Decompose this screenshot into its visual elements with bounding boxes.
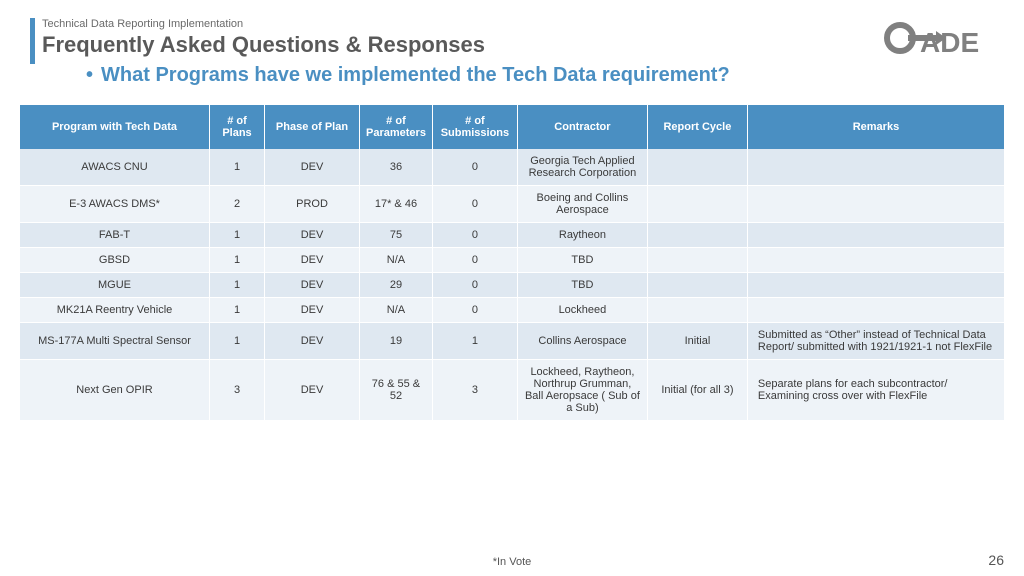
subtitle-text: What Programs have we implemented the Te… — [101, 64, 730, 86]
table-row: MK21A Reentry Vehicle1DEVN/A0Lockheed — [20, 298, 1004, 323]
cade-logo: ADE — [884, 16, 1004, 65]
cell-contractor: Collins Aerospace — [518, 323, 648, 360]
cell-cycle: Initial — [648, 323, 748, 360]
cell-subs: 0 — [433, 223, 518, 248]
col-header-phase: Phase of Plan — [265, 105, 360, 149]
table-header-row: Program with Tech Data # of Plans Phase … — [20, 105, 1004, 149]
cell-program: GBSD — [20, 248, 210, 273]
col-header-parameters: # of Parameters — [360, 105, 433, 149]
cell-plans: 1 — [210, 323, 265, 360]
cell-phase: DEV — [265, 273, 360, 298]
cell-remarks — [748, 149, 1004, 186]
cell-params: N/A — [360, 298, 433, 323]
table-row: GBSD1DEVN/A0TBD — [20, 248, 1004, 273]
table-row: FAB-T1DEV750Raytheon — [20, 223, 1004, 248]
cell-phase: DEV — [265, 149, 360, 186]
page-number: 26 — [988, 552, 1004, 568]
cell-remarks — [748, 273, 1004, 298]
cell-params: 19 — [360, 323, 433, 360]
cell-cycle — [648, 149, 748, 186]
cell-contractor: Raytheon — [518, 223, 648, 248]
cell-remarks — [748, 248, 1004, 273]
cell-plans: 2 — [210, 186, 265, 223]
cell-phase: DEV — [265, 360, 360, 421]
cell-plans: 1 — [210, 273, 265, 298]
svg-text:ADE: ADE — [920, 27, 979, 58]
table-row: Next Gen OPIR3DEV76 & 55 & 523Lockheed, … — [20, 360, 1004, 421]
cell-subs: 0 — [433, 298, 518, 323]
table-row: E-3 AWACS DMS*2PROD17* & 460Boeing and C… — [20, 186, 1004, 223]
cell-cycle — [648, 186, 748, 223]
cell-program: MGUE — [20, 273, 210, 298]
col-header-submissions: # of Submissions — [433, 105, 518, 149]
cell-program: MK21A Reentry Vehicle — [20, 298, 210, 323]
subtitle: • What Programs have we implemented the T… — [86, 64, 994, 87]
cell-cycle: Initial (for all 3) — [648, 360, 748, 421]
col-header-contractor: Contractor — [518, 105, 648, 149]
cell-phase: DEV — [265, 223, 360, 248]
cell-params: 75 — [360, 223, 433, 248]
col-header-cycle: Report Cycle — [648, 105, 748, 149]
cell-subs: 0 — [433, 186, 518, 223]
cell-plans: 1 — [210, 223, 265, 248]
cell-subs: 0 — [433, 248, 518, 273]
col-header-plans: # of Plans — [210, 105, 265, 149]
cell-phase: PROD — [265, 186, 360, 223]
cell-contractor: Lockheed, Raytheon, Northrup Grumman, Ba… — [518, 360, 648, 421]
table-row: MGUE1DEV290TBD — [20, 273, 1004, 298]
cell-phase: DEV — [265, 298, 360, 323]
kicker-text: Technical Data Reporting Implementation — [42, 18, 994, 30]
cell-params: 36 — [360, 149, 433, 186]
footnote: *In Vote — [0, 556, 1024, 568]
cell-program: AWACS CNU — [20, 149, 210, 186]
cell-remarks — [748, 186, 1004, 223]
cell-cycle — [648, 298, 748, 323]
cell-contractor: Georgia Tech Applied Research Corporatio… — [518, 149, 648, 186]
cell-contractor: TBD — [518, 273, 648, 298]
cell-phase: DEV — [265, 248, 360, 273]
cell-subs: 3 — [433, 360, 518, 421]
cell-contractor: TBD — [518, 248, 648, 273]
cell-cycle — [648, 273, 748, 298]
cell-phase: DEV — [265, 323, 360, 360]
col-header-program: Program with Tech Data — [20, 105, 210, 149]
cell-params: 29 — [360, 273, 433, 298]
cell-remarks — [748, 223, 1004, 248]
cell-contractor: Lockheed — [518, 298, 648, 323]
cell-remarks: Separate plans for each subcontractor/ E… — [748, 360, 1004, 421]
cell-program: E-3 AWACS DMS* — [20, 186, 210, 223]
table-row: AWACS CNU1DEV360Georgia Tech Applied Res… — [20, 149, 1004, 186]
cell-cycle — [648, 248, 748, 273]
cell-params: 76 & 55 & 52 — [360, 360, 433, 421]
accent-bar — [30, 18, 35, 64]
cell-program: FAB-T — [20, 223, 210, 248]
cell-subs: 0 — [433, 273, 518, 298]
cell-params: 17* & 46 — [360, 186, 433, 223]
cell-plans: 1 — [210, 298, 265, 323]
cell-plans: 1 — [210, 248, 265, 273]
cell-remarks — [748, 298, 1004, 323]
page-title: Frequently Asked Questions & Responses — [42, 32, 994, 58]
programs-table: Program with Tech Data # of Plans Phase … — [20, 105, 1004, 421]
cell-subs: 1 — [433, 323, 518, 360]
cell-cycle — [648, 223, 748, 248]
cell-remarks: Submitted as “Other” instead of Technica… — [748, 323, 1004, 360]
table-row: MS-177A Multi Spectral Sensor1DEV191Coll… — [20, 323, 1004, 360]
cell-program: Next Gen OPIR — [20, 360, 210, 421]
cell-subs: 0 — [433, 149, 518, 186]
cell-program: MS-177A Multi Spectral Sensor — [20, 323, 210, 360]
cell-contractor: Boeing and Collins Aerospace — [518, 186, 648, 223]
cell-params: N/A — [360, 248, 433, 273]
col-header-remarks: Remarks — [748, 105, 1004, 149]
cell-plans: 3 — [210, 360, 265, 421]
bullet-icon: • — [86, 64, 93, 86]
cell-plans: 1 — [210, 149, 265, 186]
